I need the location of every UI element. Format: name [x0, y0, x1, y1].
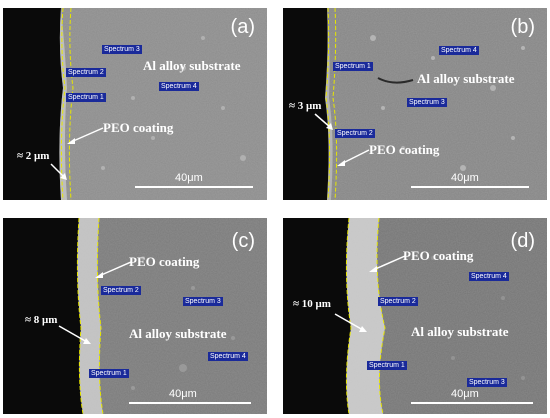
panel-letter: (c) — [231, 230, 255, 252]
thickness-label: ≈ 10 μm — [293, 298, 331, 310]
substrate-label: Al alloy substrate — [129, 326, 227, 341]
coating-arrow — [67, 127, 104, 144]
spectrum-tag: Spectrum 4 — [469, 272, 509, 281]
panel-b: (b) Spectrum 1 Spectrum 4 Spectrum 3 Spe… — [283, 8, 547, 200]
panel-a: (a) Spectrum 3 Spectrum 2 Spectrum 1 Spe… — [3, 8, 267, 200]
thickness-label: ≈ 8 μm — [25, 314, 58, 326]
substrate-label: Al alloy substrate — [417, 71, 515, 86]
spectrum-tag: Spectrum 4 — [439, 46, 479, 55]
scale-bar — [411, 402, 533, 404]
sem-image-c — [3, 218, 267, 414]
spectrum-tag: Spectrum 3 — [183, 297, 223, 306]
thickness-label: ≈ 3 μm — [289, 100, 322, 112]
spectrum-tag: Spectrum 2 — [101, 286, 141, 295]
sem-image-d — [283, 218, 547, 414]
spectrum-tag: Spectrum 4 — [208, 352, 248, 361]
coating-label: PEO coating — [129, 254, 200, 269]
scale-bar — [129, 402, 251, 404]
spectrum-tag: Spectrum 2 — [378, 297, 418, 306]
substrate-label: Al alloy substrate — [143, 58, 241, 73]
spectrum-tag: Spectrum 3 — [467, 378, 507, 387]
thickness-arrow — [50, 163, 67, 180]
spectrum-tag: Spectrum 1 — [333, 62, 373, 71]
scale-label: 40μm — [451, 172, 479, 184]
scale-bar — [411, 186, 529, 188]
thickness-arrow — [314, 113, 333, 130]
scale-label: 40μm — [169, 388, 197, 400]
spectrum-tag: Spectrum 2 — [66, 68, 106, 77]
spectrum-tag: Spectrum 3 — [102, 45, 142, 54]
substrate-label: Al alloy substrate — [411, 324, 509, 339]
coating-arrow — [337, 149, 370, 166]
panel-d: (d) PEO coating Spectrum 4 Spectrum 2 ≈ … — [283, 218, 547, 414]
coating-arrow — [95, 261, 132, 278]
spectrum-tag: Spectrum 1 — [89, 369, 129, 378]
coating-label: PEO coating — [103, 120, 174, 135]
spectrum-tag: Spectrum 3 — [407, 98, 447, 107]
spectrum-tag: Spectrum 1 — [66, 93, 106, 102]
thickness-label: ≈ 2 μm — [17, 150, 50, 162]
spectrum-tag: Spectrum 1 — [367, 361, 407, 370]
scale-bar — [135, 186, 253, 188]
thickness-arrow — [58, 325, 91, 344]
coating-arrow — [369, 255, 406, 272]
panel-c: (c) PEO coating Spectrum 2 Spectrum 3 ≈ … — [3, 218, 267, 414]
panel-letter: (b) — [510, 16, 535, 38]
spectrum-tag: Spectrum 4 — [159, 82, 199, 91]
scale-label: 40μm — [451, 388, 479, 400]
panel-letter: (d) — [510, 230, 535, 252]
thickness-arrow — [334, 313, 367, 332]
coating-label: PEO coating — [403, 248, 474, 263]
panel-letter: (a) — [230, 16, 255, 38]
sem-image-a — [3, 8, 267, 200]
spectrum-tag: Spectrum 2 — [335, 129, 375, 138]
scale-label: 40μm — [175, 172, 203, 184]
coating-label: PEO coating — [369, 142, 440, 157]
